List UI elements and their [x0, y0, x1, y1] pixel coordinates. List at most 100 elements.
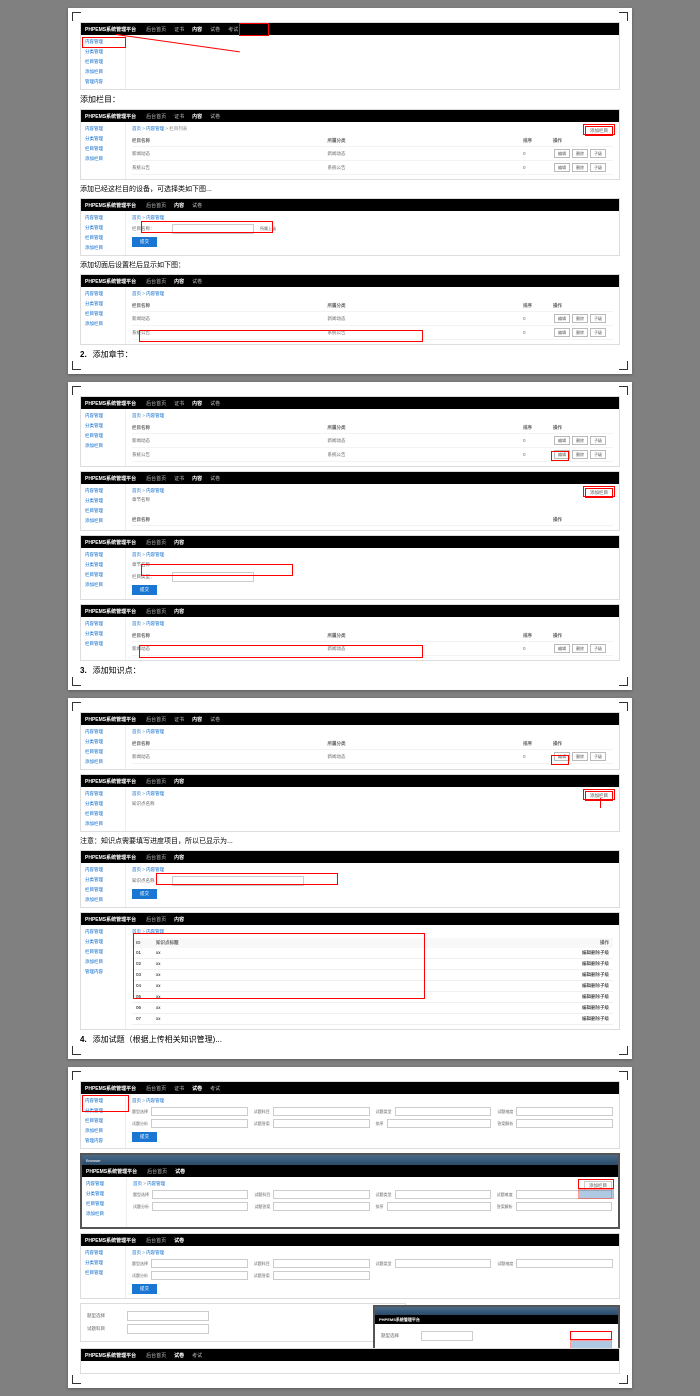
act-btn[interactable]: 编辑: [582, 1005, 591, 1010]
form-field: 试题分析: [133, 1202, 248, 1211]
know-name-input[interactable]: [172, 876, 304, 886]
form-field: 试题类型: [376, 1190, 491, 1199]
act-btn[interactable]: 子级: [600, 1016, 609, 1021]
page-3: PHPEMS系统管理平台后台首页证书内容试卷 内容管理分类管理栏目管理添加栏目 …: [68, 698, 632, 1059]
act-btn[interactable]: 删除: [591, 1016, 600, 1021]
form-input[interactable]: [151, 1259, 248, 1268]
submit-button[interactable]: 提交: [132, 237, 157, 247]
nav-tab[interactable]: 考试: [228, 26, 238, 33]
panel-1a: PHPEMS系统管理平台 后台首页 证书 内容 试卷 考试 内容管理 分类管理 …: [80, 22, 620, 90]
submit-button[interactable]: 提交: [132, 1284, 157, 1294]
caption-addtest: 4.添加试题（根据上传相关知识管理)...: [80, 1034, 620, 1045]
submit-button[interactable]: 提交: [132, 1132, 157, 1142]
act-btn[interactable]: 删除: [591, 983, 600, 988]
form-input[interactable]: [152, 1202, 248, 1211]
act-btn[interactable]: 删除: [591, 1005, 600, 1010]
sidebar-item[interactable]: 分类管理: [81, 134, 125, 144]
add-know-button[interactable]: 添加栏目: [585, 791, 613, 801]
form-input[interactable]: [516, 1190, 612, 1199]
type-select[interactable]: [172, 572, 254, 582]
form-input[interactable]: [387, 1202, 491, 1211]
page-1: PHPEMS系统管理平台 后台首页 证书 内容 试卷 考试 内容管理 分类管理 …: [68, 8, 632, 374]
sidebar-item[interactable]: 内容管理: [81, 124, 125, 134]
sidebar-item[interactable]: 内容管理: [81, 37, 125, 47]
nav-tab[interactable]: 证书: [174, 26, 184, 33]
act-btn[interactable]: 子级: [600, 983, 609, 988]
act-btn[interactable]: 编辑: [582, 994, 591, 999]
panel-4c: PHPEMS系统管理平台后台首页试卷 内容管理分类管理栏目管理 首页 > 内容管…: [80, 1233, 620, 1299]
window-title: Browser: [86, 1158, 101, 1163]
arrow-down: [600, 798, 601, 808]
caption-addknow: 3.添加知识点：: [80, 665, 620, 676]
form-input[interactable]: [387, 1119, 492, 1128]
act-btn[interactable]: 编辑: [582, 972, 591, 977]
table-row: 系统公告 系统公告 0 编辑删除子级: [132, 161, 613, 175]
table-row: 03xx编辑删除子级: [132, 970, 613, 981]
form-input[interactable]: [273, 1190, 369, 1199]
add-chapter-button[interactable]: 添加栏目: [585, 488, 613, 498]
nav-tab[interactable]: 试卷: [210, 26, 220, 33]
panel-3d: PHPEMS系统管理平台后台首页内容 内容管理分类管理栏目管理添加栏目管理内容 …: [80, 912, 620, 1030]
column-name-input[interactable]: [172, 224, 254, 234]
form-input[interactable]: [151, 1107, 248, 1116]
form-field: 题型选择: [132, 1259, 248, 1268]
table-row: 02xx编辑删除子级: [132, 959, 613, 970]
act-btn[interactable]: 删除: [591, 994, 600, 999]
document-container: PHPEMS系统管理平台 后台首页 证书 内容 试卷 考试 内容管理 分类管理 …: [0, 8, 700, 1388]
form-input[interactable]: [516, 1259, 613, 1268]
form-input[interactable]: [152, 1190, 248, 1199]
table-row: 新闻动态 新闻动态 0 编辑删除子级: [132, 147, 613, 161]
sidebar-item[interactable]: 分类管理: [81, 47, 125, 57]
act-btn[interactable]: 删除: [591, 950, 600, 955]
act-btn[interactable]: 编辑: [582, 961, 591, 966]
breadcrumb: 首页 > 内容管理 > 栏目列表: [132, 126, 613, 132]
form-input[interactable]: [516, 1119, 613, 1128]
form-field: 试题难度: [497, 1190, 612, 1199]
form-input[interactable]: [516, 1202, 612, 1211]
act-btn[interactable]: 子级: [600, 994, 609, 999]
form-input[interactable]: [395, 1259, 492, 1268]
submit-button[interactable]: 提交: [132, 889, 157, 899]
add-column-button[interactable]: 添加栏目: [585, 126, 613, 136]
sidebar-item[interactable]: 添加栏目: [81, 67, 125, 77]
act-btn[interactable]: 删除: [591, 961, 600, 966]
form-input[interactable]: [151, 1119, 248, 1128]
add-test-button[interactable]: 添加栏目: [584, 1181, 612, 1191]
sidebar-item[interactable]: 栏目管理: [81, 57, 125, 67]
form-field: 试题分析: [132, 1119, 248, 1128]
act-btn[interactable]: 编辑: [582, 983, 591, 988]
form-field: 排序: [376, 1119, 492, 1128]
act-btn[interactable]: 编辑: [582, 1016, 591, 1021]
sidebar-item[interactable]: 管理内容: [81, 77, 125, 87]
act-btn[interactable]: 子级: [600, 950, 609, 955]
caption-addcolumn: 添加栏目：: [80, 94, 620, 105]
act-btn[interactable]: 删除: [591, 972, 600, 977]
act-btn[interactable]: 编辑: [582, 950, 591, 955]
sub-btn[interactable]: 子级: [590, 149, 606, 158]
form-field: 试题科目: [254, 1190, 369, 1199]
app-header: PHPEMS系统管理平台 后台首页 证书 内容 试卷: [81, 110, 619, 122]
sidebar-item[interactable]: 栏目管理: [81, 144, 125, 154]
column-table: 栏目名称 所属分类 排序 操作 新闻动态 新闻动态 0 编辑删除子级 系: [132, 136, 613, 175]
form-input[interactable]: [516, 1107, 613, 1116]
sidebar-item[interactable]: 添加栏目: [81, 154, 125, 164]
form-input[interactable]: [395, 1107, 492, 1116]
edit-btn[interactable]: 编辑: [554, 149, 570, 158]
form-input[interactable]: [273, 1259, 370, 1268]
form-field: 答案解析: [497, 1119, 613, 1128]
act-btn[interactable]: 子级: [600, 972, 609, 977]
form-input[interactable]: [273, 1119, 370, 1128]
nav-tab[interactable]: 后台首页: [146, 26, 166, 33]
form-field: 题型选择: [132, 1107, 248, 1116]
form-input[interactable]: [151, 1271, 248, 1280]
form-input[interactable]: [395, 1190, 491, 1199]
submit-button[interactable]: 提交: [132, 585, 157, 595]
act-btn[interactable]: 子级: [600, 961, 609, 966]
nav-tab-active[interactable]: 内容: [192, 26, 202, 33]
delete-btn[interactable]: 删除: [572, 149, 588, 158]
form-input[interactable]: [273, 1271, 370, 1280]
form-input[interactable]: [273, 1107, 370, 1116]
form-input[interactable]: [273, 1202, 369, 1211]
panel-2b: PHPEMS系统管理平台后台首页证书内容试卷 内容管理分类管理栏目管理添加栏目 …: [80, 471, 620, 531]
act-btn[interactable]: 子级: [600, 1005, 609, 1010]
